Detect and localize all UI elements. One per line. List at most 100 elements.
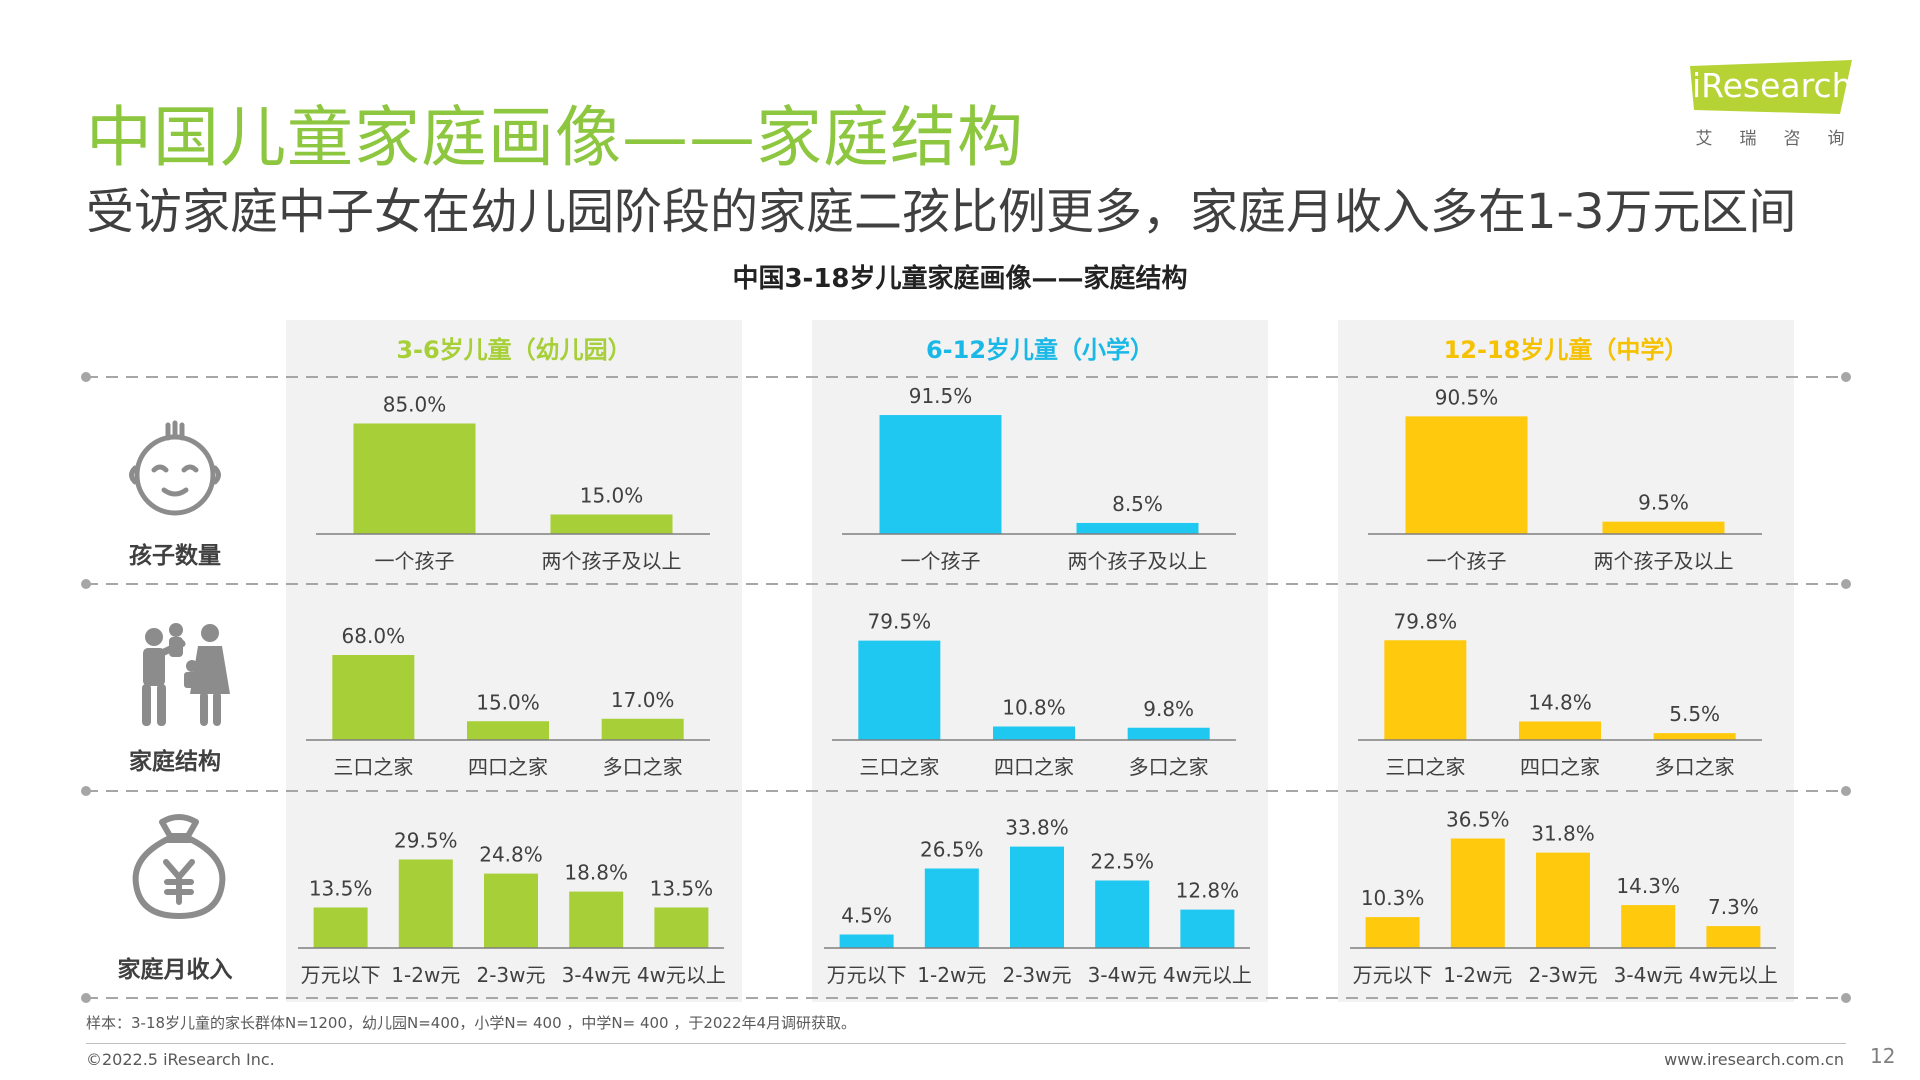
category-label: 两个孩子及以上 [1068, 549, 1208, 573]
bar [601, 718, 684, 740]
bar [1180, 909, 1235, 948]
data-label: 36.5% [1446, 808, 1510, 832]
family-icon [142, 623, 230, 726]
separator-dot [1841, 993, 1851, 1003]
data-label: 90.5% [1435, 385, 1499, 409]
category-label: 2-3w元 [476, 963, 545, 987]
sample-footnote: 样本：3-18岁儿童的家长群体N=1200，幼儿园N=400，小学N= 400 … [86, 1014, 857, 1032]
data-label: 79.8% [1394, 609, 1458, 633]
data-label: 24.8% [479, 843, 543, 867]
separator-dot [1841, 372, 1851, 382]
category-label: 万元以下 [1353, 963, 1433, 987]
category-label: 一个孩子 [1427, 549, 1507, 573]
logo-char: 咨 [1783, 129, 1801, 149]
bar [1536, 852, 1590, 948]
category-label: 多口之家 [1129, 755, 1209, 779]
bar [1653, 733, 1736, 740]
bar [839, 934, 894, 948]
logo-text: iResearch [1692, 66, 1853, 105]
data-label: 15.0% [580, 484, 644, 508]
panel-title-primary: 6-12岁儿童（小学） [925, 336, 1155, 364]
data-label: 79.5% [868, 610, 932, 634]
data-label: 33.8% [1005, 816, 1069, 840]
category-label: 两个孩子及以上 [1594, 549, 1734, 573]
bar [398, 859, 453, 948]
page-subtitle: 受访家庭中子女在幼儿园阶段的家庭二孩比例更多，家庭月收入多在1-3万元区间 [86, 184, 1797, 240]
copyright: ©2022.5 iResearch Inc. [86, 1050, 275, 1069]
logo-char: 询 [1827, 129, 1845, 149]
money-bag-icon [132, 814, 226, 919]
data-label: 5.5% [1669, 702, 1720, 726]
row-label-family-structure: 家庭结构 [129, 749, 221, 775]
bar [353, 423, 476, 534]
bar [1365, 917, 1420, 948]
category-label: 一个孩子 [375, 549, 455, 573]
bar [1602, 521, 1725, 534]
separator-dot [81, 579, 91, 589]
category-label: 2-3w元 [1002, 963, 1071, 987]
panel-title-kindergarten: 3-6岁儿童（幼儿园） [396, 336, 632, 364]
data-label: 12.8% [1176, 879, 1240, 903]
category-label: 四口之家 [1520, 755, 1600, 779]
page-number: 12 [1870, 1044, 1896, 1068]
bar [1621, 905, 1676, 948]
data-label: 15.0% [476, 690, 540, 714]
bar [1127, 727, 1210, 740]
data-label: 91.5% [909, 384, 973, 408]
data-label: 8.5% [1112, 492, 1163, 516]
data-label: 85.0% [383, 393, 447, 417]
page-title: 中国儿童家庭画像——家庭结构 [86, 99, 1024, 176]
category-label: 多口之家 [1655, 755, 1735, 779]
bar [879, 415, 1002, 534]
logo-chinese: 艾 瑞 咨 询 [1682, 124, 1858, 149]
data-label: 9.8% [1143, 697, 1194, 721]
bar [1706, 926, 1761, 948]
separator-dot [1841, 786, 1851, 796]
logo-char: 瑞 [1739, 129, 1757, 149]
data-label: 4.5% [841, 904, 892, 928]
bar [467, 721, 549, 740]
category-label: 4w元以上 [1163, 963, 1252, 987]
category-label: 两个孩子及以上 [542, 549, 682, 573]
bar [313, 907, 368, 948]
data-label: 14.8% [1528, 691, 1592, 715]
bar [1095, 880, 1150, 948]
bar [1450, 838, 1505, 948]
data-label: 14.3% [1616, 874, 1680, 898]
bar [1076, 522, 1199, 534]
category-label: 3-4w元 [562, 963, 631, 987]
data-label: 22.5% [1090, 850, 1154, 874]
data-label: 7.3% [1708, 895, 1759, 919]
bar [1405, 416, 1528, 534]
data-label: 68.0% [342, 624, 406, 648]
category-label: 一个孩子 [901, 549, 981, 573]
bar [550, 514, 673, 534]
separator-dot [81, 786, 91, 796]
data-label: 18.8% [564, 861, 628, 885]
category-label: 3-4w元 [1088, 963, 1157, 987]
data-label: 29.5% [394, 829, 458, 853]
category-label: 三口之家 [333, 755, 413, 779]
row-label-monthly-income: 家庭月收入 [117, 957, 233, 983]
category-label: 三口之家 [1385, 755, 1465, 779]
row-label-child-count: 孩子数量 [129, 543, 221, 569]
logo-char: 艾 [1695, 129, 1713, 149]
separator-dot [81, 372, 91, 382]
data-label: 26.5% [920, 838, 984, 862]
bar [569, 891, 624, 948]
chart-title: 中国3-18岁儿童家庭画像——家庭结构 [732, 264, 1188, 294]
bar [1519, 721, 1601, 740]
data-label: 10.8% [1002, 696, 1066, 720]
site-url: www.iresearch.com.cn [1664, 1050, 1844, 1069]
category-label: 3-4w元 [1614, 963, 1683, 987]
logo-banner [1690, 60, 1852, 114]
bar [654, 907, 709, 948]
data-label: 31.8% [1531, 822, 1595, 846]
separator-dot [81, 993, 91, 1003]
bar [332, 655, 415, 740]
category-label: 1-2w元 [391, 963, 460, 987]
child-face-icon [129, 420, 221, 516]
data-label: 13.5% [650, 877, 714, 901]
category-label: 2-3w元 [1528, 963, 1597, 987]
